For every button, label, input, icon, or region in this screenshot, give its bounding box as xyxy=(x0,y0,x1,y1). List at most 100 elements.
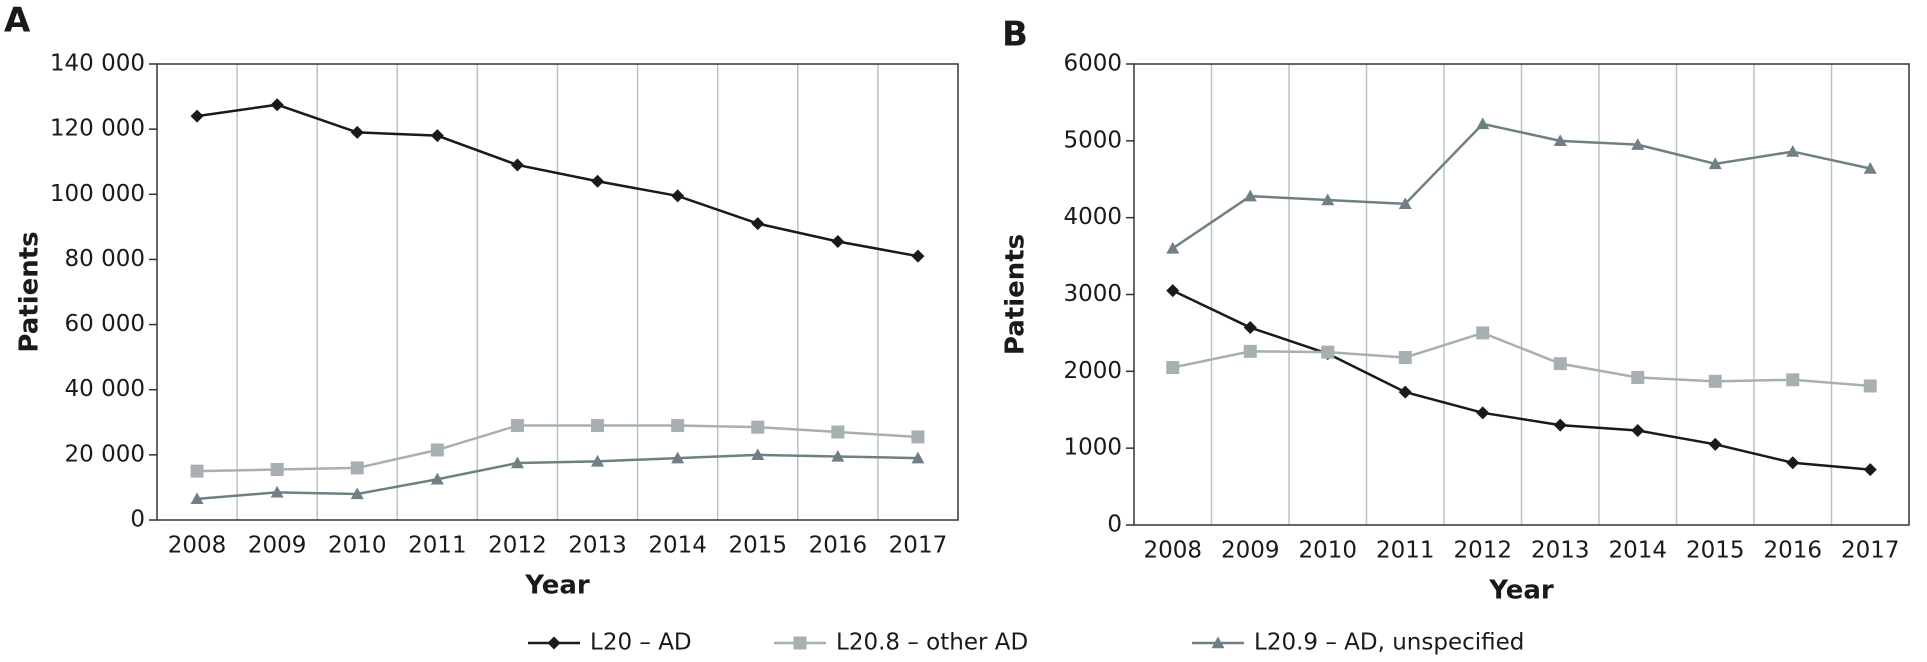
x-tick-label: 2011 xyxy=(1376,538,1435,564)
marker xyxy=(190,464,204,478)
marker xyxy=(1708,157,1722,170)
x-tick-label: 2015 xyxy=(728,533,787,559)
legend-label: L20.9 – AD, unspecified xyxy=(1254,630,1524,656)
marker xyxy=(1863,463,1877,477)
y-tick-label: 120 000 xyxy=(50,116,145,142)
marker xyxy=(591,174,605,188)
marker xyxy=(1398,197,1412,210)
marker xyxy=(510,456,524,469)
marker xyxy=(831,425,845,439)
x-tick-label: 2008 xyxy=(1143,538,1202,564)
marker xyxy=(1786,145,1800,157)
y-axis-title: Patients xyxy=(1001,234,1031,355)
marker xyxy=(831,235,845,249)
series-line xyxy=(196,453,918,501)
marker xyxy=(1553,134,1567,147)
marker xyxy=(1631,138,1645,150)
marker xyxy=(430,443,444,457)
marker xyxy=(1321,345,1335,359)
series-line xyxy=(1172,289,1871,471)
x-tick-label: 2011 xyxy=(408,533,467,559)
x-axis-title: Year xyxy=(524,571,590,601)
marker xyxy=(1786,456,1800,470)
y-tick-label: 0 xyxy=(1107,512,1122,538)
marker xyxy=(430,129,444,143)
marker xyxy=(911,430,925,444)
marker xyxy=(1321,193,1335,206)
marker xyxy=(1166,360,1180,374)
marker xyxy=(1243,189,1257,202)
marker xyxy=(1211,636,1225,649)
marker xyxy=(510,419,524,433)
y-tick-label: 140 000 xyxy=(50,51,145,77)
marker xyxy=(671,419,685,433)
marker xyxy=(270,485,284,498)
marker xyxy=(751,217,765,231)
marker xyxy=(430,472,444,485)
marker xyxy=(1476,117,1490,130)
marker xyxy=(1553,418,1567,432)
marker xyxy=(1166,284,1180,298)
y-tick-label: 1000 xyxy=(1063,435,1122,461)
marker xyxy=(190,492,204,505)
marker xyxy=(911,249,925,263)
y-tick-label: 5000 xyxy=(1063,127,1122,153)
marker xyxy=(1166,241,1180,254)
marker xyxy=(510,158,524,172)
x-tick-label: 2009 xyxy=(1221,538,1280,564)
marker xyxy=(350,461,364,475)
marker xyxy=(350,125,364,139)
marker xyxy=(671,451,685,464)
marker xyxy=(1398,351,1412,365)
marker xyxy=(591,454,605,467)
y-tick-label: 2000 xyxy=(1063,358,1122,384)
marker xyxy=(793,636,807,650)
series-line xyxy=(1172,331,1871,388)
marker xyxy=(1631,423,1645,437)
marker xyxy=(1708,374,1722,388)
y-tick-label: 20 000 xyxy=(65,441,145,467)
marker xyxy=(190,109,204,123)
marker xyxy=(1243,344,1257,358)
x-tick-label: 2010 xyxy=(1298,538,1357,564)
x-tick-label: 2009 xyxy=(248,533,307,559)
marker xyxy=(1553,357,1567,371)
y-tick-label: 6000 xyxy=(1063,51,1122,77)
y-tick-label: 0 xyxy=(130,507,145,533)
x-axis-title: Year xyxy=(1488,576,1554,606)
marker xyxy=(1476,406,1490,420)
marker xyxy=(1243,321,1257,335)
legend-label: L20.8 – other AD xyxy=(836,630,1028,656)
marker xyxy=(1863,379,1877,393)
marker xyxy=(1476,326,1490,340)
series-line xyxy=(196,103,919,258)
y-tick-label: 3000 xyxy=(1063,281,1122,307)
marker xyxy=(911,451,925,464)
panel-label: A xyxy=(4,1,31,41)
x-tick-label: 2017 xyxy=(889,533,948,559)
marker xyxy=(751,448,765,461)
x-tick-label: 2016 xyxy=(1763,538,1822,564)
x-tick-label: 2016 xyxy=(809,533,868,559)
marker xyxy=(671,189,685,203)
x-tick-label: 2010 xyxy=(328,533,387,559)
marker xyxy=(1631,370,1645,384)
x-tick-label: 2013 xyxy=(568,533,627,559)
x-tick-label: 2012 xyxy=(488,533,547,559)
y-tick-label: 100 000 xyxy=(50,181,145,207)
legend-label: L20 – AD xyxy=(590,630,692,656)
y-tick-label: 4000 xyxy=(1063,204,1122,230)
y-tick-label: 80 000 xyxy=(65,246,145,272)
plot-frame xyxy=(156,63,959,521)
y-tick-label: 40 000 xyxy=(65,376,145,402)
marker xyxy=(1863,161,1877,174)
marker xyxy=(270,463,284,477)
series-line xyxy=(1172,122,1871,250)
x-tick-label: 2014 xyxy=(648,533,707,559)
marker xyxy=(831,449,845,462)
y-axis-title: Patients xyxy=(15,231,45,352)
marker xyxy=(751,420,765,434)
x-tick-label: 2015 xyxy=(1686,538,1745,564)
